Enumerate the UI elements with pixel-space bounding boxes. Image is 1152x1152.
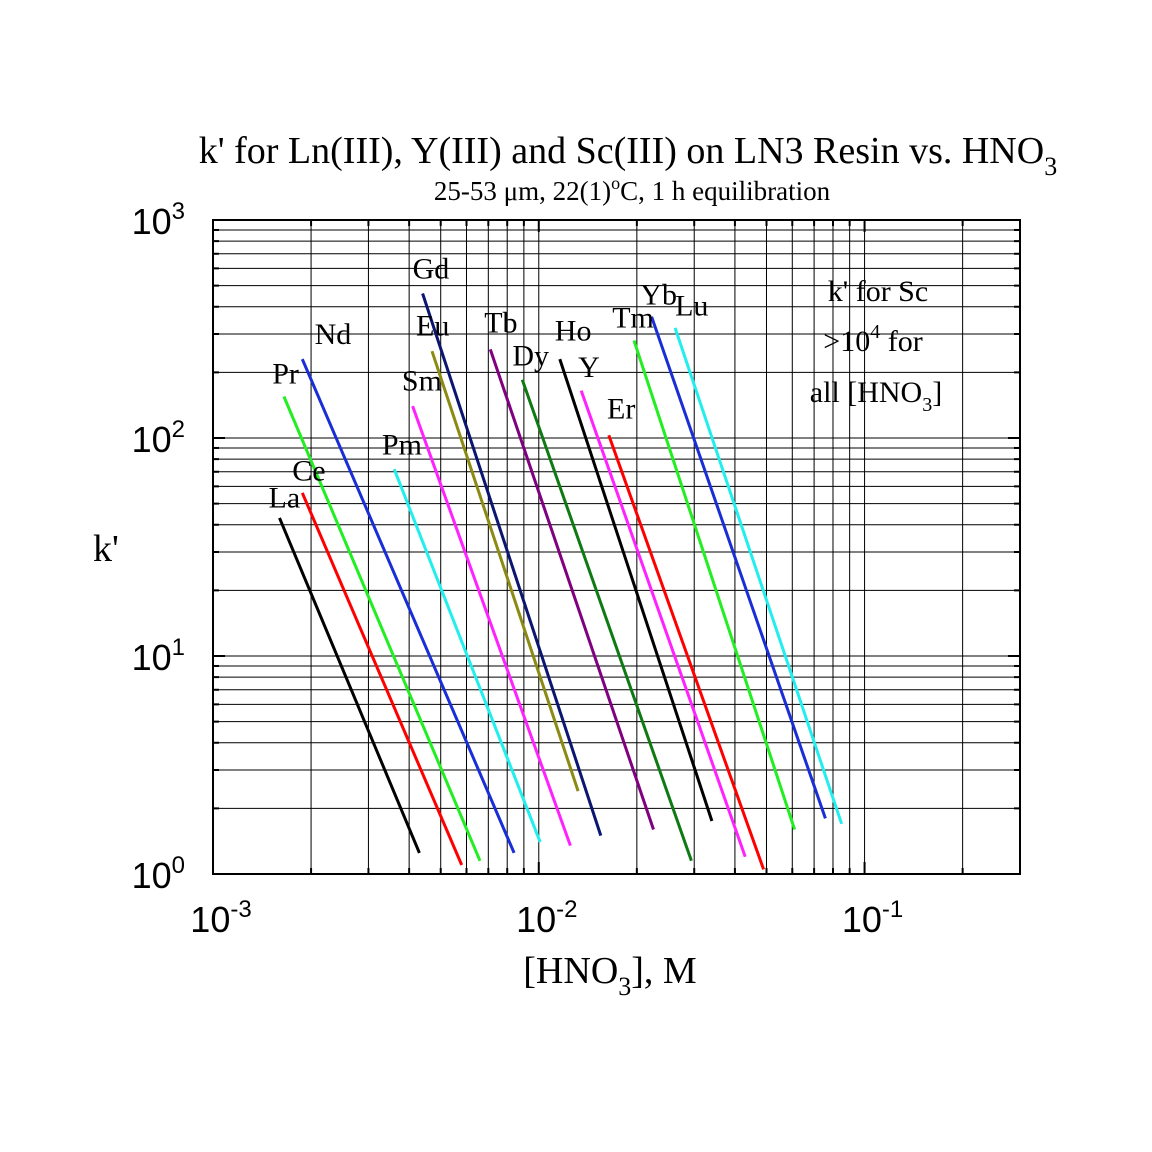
series-line-ce <box>300 492 464 866</box>
x-axis-label-sub: 3 <box>618 972 631 1001</box>
series-line-eu <box>430 350 580 792</box>
y-axis-label: k' <box>93 528 119 570</box>
sc-annotation-line3: all [HNO3] <box>810 376 942 416</box>
series-line-tm <box>632 340 797 830</box>
sc-annotation-line1: k' for Sc <box>828 275 928 308</box>
x-tick-label-exp: -3 <box>230 896 251 923</box>
chart-subtitle-sup: o <box>611 173 620 193</box>
x-tick-label-base: 10 <box>190 899 230 940</box>
plot-frame <box>212 219 1021 875</box>
chart-title-sub: 3 <box>1044 152 1057 181</box>
series-label-la: La <box>269 482 301 515</box>
series-line-sm <box>411 405 572 847</box>
series-label-ce: Ce <box>292 454 325 487</box>
series-line-nd <box>300 358 516 854</box>
y-tick-label-exp: 3 <box>172 198 185 225</box>
series-line-tb <box>488 348 655 830</box>
x-axis-label-main: [HNO <box>523 950 618 992</box>
series-layer <box>278 293 844 870</box>
series-label-dy: Dy <box>512 340 549 373</box>
sc-annotation-line3-sub: 3 <box>922 394 932 416</box>
series-line-gd <box>421 293 603 837</box>
y-tick-label-base: 10 <box>132 637 172 678</box>
series-label-gd: Gd <box>413 252 450 285</box>
sc-annotation: k' for Sc >104 for all [HNO3] <box>810 275 942 416</box>
y-tick-label: 100 <box>132 852 185 896</box>
series-label-lu: Lu <box>675 289 708 322</box>
series-line-pr <box>282 395 482 862</box>
y-tick-label-exp: 0 <box>172 852 185 879</box>
chart-title: k' for Ln(III), Y(III) and Sc(III) on LN… <box>199 130 1057 181</box>
series-label-ho: Ho <box>555 315 592 348</box>
x-tick-label-base: 10 <box>842 899 882 940</box>
series-line-yb <box>650 316 827 819</box>
y-tick-label: 103 <box>132 198 185 242</box>
sc-annotation-line3-post: ] <box>932 376 942 409</box>
chart-subtitle: 25-53 μm, 22(1)oC, 1 h equilibration <box>434 173 831 206</box>
series-label-nd: Nd <box>315 318 352 351</box>
sc-annotation-line3-pre: all [HNO <box>810 376 922 409</box>
sc-annotation-line2: >104 for <box>823 321 922 358</box>
series-line-lu <box>673 327 844 825</box>
series-line-er <box>607 434 766 870</box>
series-label-y: Y <box>578 351 600 384</box>
y-tick-label: 102 <box>132 416 185 460</box>
grid <box>212 220 1021 875</box>
sc-annotation-line2-pre: >10 <box>823 325 870 358</box>
y-tick-label-base: 10 <box>132 419 172 460</box>
x-tick-label-exp: -1 <box>882 896 903 923</box>
series-line-dy <box>520 379 693 862</box>
x-axis-label: [HNO3], M <box>523 950 696 1001</box>
y-tick-label-base: 10 <box>132 201 172 242</box>
series-label-eu: Eu <box>416 310 449 343</box>
series-label-tm: Tm <box>612 301 654 334</box>
x-tick-label: 10-2 <box>516 896 577 940</box>
chart-title-main: k' for Ln(III), Y(III) and Sc(III) on LN… <box>199 130 1044 172</box>
x-tick-label: 10-3 <box>190 896 251 940</box>
series-label-pr: Pr <box>272 357 299 390</box>
y-tick-label-base: 10 <box>132 855 172 896</box>
y-tick-label-exp: 1 <box>172 634 185 661</box>
x-tick-label-base: 10 <box>516 899 556 940</box>
y-tick-label-exp: 2 <box>172 416 185 443</box>
series-label-sm: Sm <box>402 365 442 398</box>
x-axis-label-tail: ], M <box>631 950 696 992</box>
series-line-la <box>278 517 421 854</box>
series-label-er: Er <box>607 392 635 425</box>
x-tick-label: 10-1 <box>842 896 903 940</box>
series-label-yb: Yb <box>640 278 677 311</box>
series-label-tb: Tb <box>484 306 517 339</box>
chart-subtitle-main: 25-53 μm, 22(1) <box>434 176 611 206</box>
ticks <box>212 220 1021 875</box>
series-line-ho <box>558 358 714 822</box>
series-line-pm <box>392 468 542 843</box>
series-line-y <box>579 390 747 858</box>
x-tick-label-exp: -2 <box>556 896 577 923</box>
chart-subtitle-tail: C, 1 h equilibration <box>620 176 830 206</box>
sc-annotation-line2-sup: 4 <box>870 321 880 343</box>
y-tick-label: 101 <box>132 634 185 678</box>
series-label-pm: Pm <box>382 429 422 462</box>
sc-annotation-line2-post: for <box>880 325 922 358</box>
